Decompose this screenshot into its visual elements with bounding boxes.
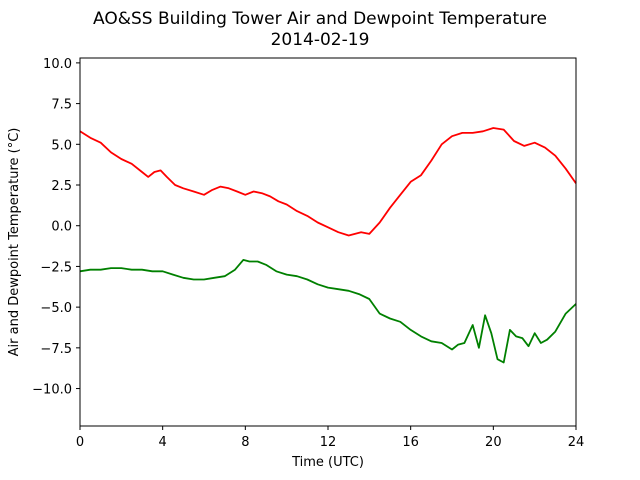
y-tick-label: 0.0 xyxy=(51,220,72,235)
y-tick-label: 7.5 xyxy=(51,98,72,113)
y-tick-label: 2.5 xyxy=(51,179,72,194)
x-tick-label: 24 xyxy=(568,435,585,450)
x-axis: 0 4 8 12 16 20 24 xyxy=(76,426,584,450)
y-tick-label: −5.0 xyxy=(40,301,72,316)
x-tick-label: 16 xyxy=(402,435,419,450)
y-tick-label: −10.0 xyxy=(32,383,72,398)
chart-subtitle: 2014-02-19 xyxy=(271,30,370,50)
y-axis-label: Air and Dewpoint Temperature (°C) xyxy=(7,128,22,357)
chart-title: AO&SS Building Tower Air and Dewpoint Te… xyxy=(93,9,547,29)
y-tick-label: 5.0 xyxy=(51,138,72,153)
series-layer xyxy=(79,127,577,364)
x-tick-label: 0 xyxy=(76,435,84,450)
dewpoint-temperature-line xyxy=(79,258,577,364)
x-tick-label: 8 xyxy=(241,435,249,450)
x-tick-label: 4 xyxy=(159,435,167,450)
y-tick-label: −7.5 xyxy=(40,342,72,357)
x-axis-label: Time (UTC) xyxy=(291,455,364,470)
x-tick-label: 20 xyxy=(485,435,502,450)
plot-area-frame xyxy=(79,57,577,427)
air-temperature-line xyxy=(79,127,577,237)
y-tick-label: 10.0 xyxy=(43,57,72,72)
x-tick-label: 12 xyxy=(320,435,337,450)
y-tick-label: −2.5 xyxy=(40,260,72,275)
y-axis: 10.0 7.5 5.0 2.5 0.0 −2.5 −5.0 −7.5 −10.0 xyxy=(32,57,80,398)
